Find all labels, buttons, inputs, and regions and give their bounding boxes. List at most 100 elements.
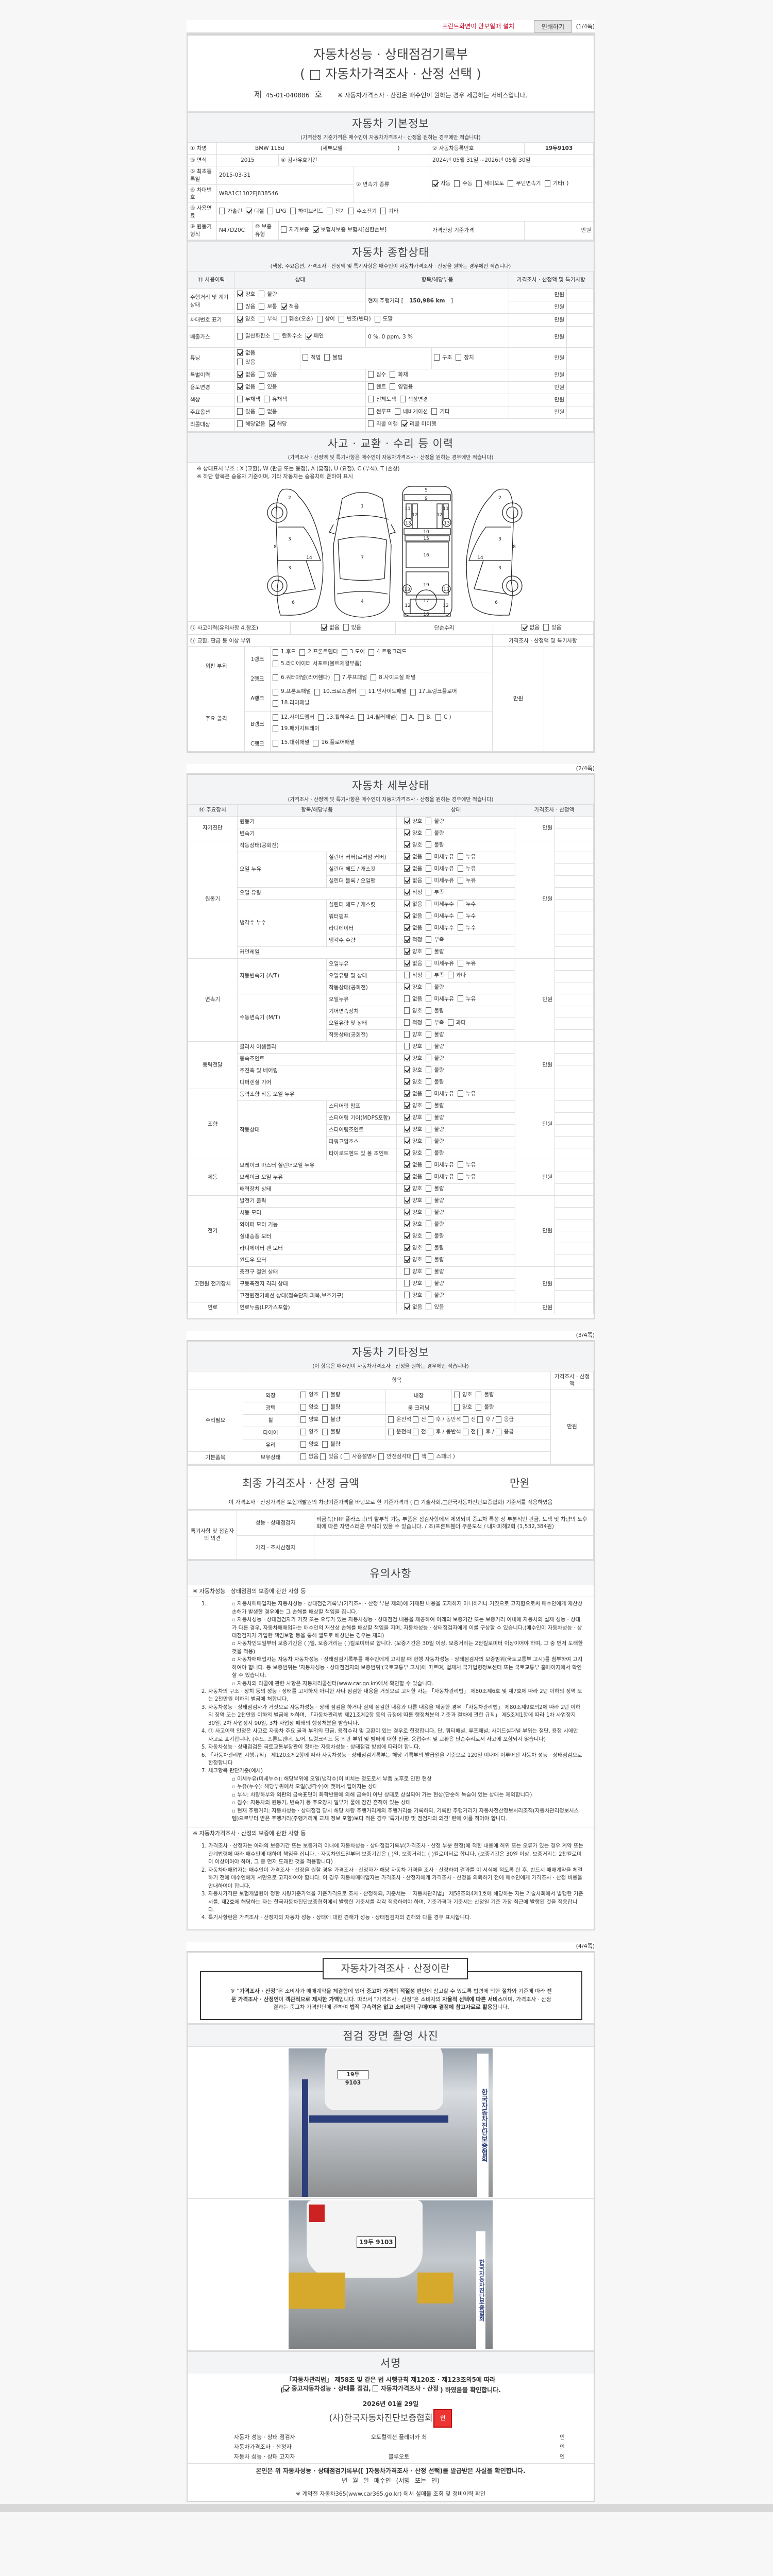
checkbox-option[interactable]: 부족 (426, 972, 444, 979)
checkbox[interactable] (358, 714, 364, 721)
checkbox-option[interactable]: 부식 (259, 315, 277, 323)
checkbox-option[interactable]: 1.후드 (273, 648, 296, 657)
checkbox[interactable] (404, 853, 410, 860)
checkbox[interactable] (404, 1268, 410, 1275)
checkbox-option[interactable]: 양호 (404, 1102, 422, 1109)
checkbox-option[interactable]: 불량 (426, 948, 444, 955)
checkbox-option[interactable]: 없음 (404, 853, 422, 860)
checkbox-option[interactable]: 자가보증 (281, 226, 309, 233)
checkbox-option[interactable]: 없음 (237, 371, 255, 378)
checkbox[interactable] (305, 332, 311, 340)
checkbox[interactable] (283, 2385, 289, 2392)
checkbox[interactable] (237, 371, 243, 378)
checkbox-option[interactable]: 부족 (426, 936, 444, 943)
checkbox-option[interactable]: 양호 (404, 1138, 422, 1145)
checkbox-option[interactable]: 부족 (426, 889, 444, 896)
checkbox-option[interactable]: 양호 (404, 1043, 422, 1050)
checkbox[interactable] (426, 1007, 432, 1014)
checkbox-option[interactable]: 양호 (237, 315, 255, 323)
checkbox[interactable] (273, 725, 278, 733)
checkbox-option[interactable]: 불량 (426, 1256, 444, 1263)
checkbox-option[interactable]: 없음 (404, 1303, 422, 1311)
checkbox-option[interactable]: 보험사보증 보험사[신한손보] (312, 226, 386, 233)
checkbox[interactable] (454, 180, 460, 187)
checkbox-option[interactable]: 미세누수 (426, 912, 454, 920)
checkbox[interactable] (427, 1428, 433, 1435)
checkbox-option[interactable]: 5.라디에이터 서포트(볼트체결부품) (273, 659, 362, 669)
checkbox-option[interactable]: 미세누유 (426, 853, 454, 860)
checkbox[interactable] (273, 649, 278, 656)
checkbox[interactable] (404, 1161, 410, 1168)
checkbox-option[interactable]: 불량 (322, 1440, 341, 1448)
checkbox[interactable] (390, 383, 396, 391)
checkbox[interactable] (457, 1173, 463, 1180)
checkbox[interactable] (426, 1209, 432, 1216)
checkbox[interactable] (426, 1256, 432, 1263)
checkbox[interactable] (426, 1114, 432, 1121)
checkbox[interactable] (426, 1019, 432, 1026)
checkbox-option[interactable]: 있음 (237, 359, 255, 366)
checkbox-option[interactable]: 자동 (432, 180, 450, 187)
checkbox[interactable] (368, 420, 374, 428)
checkbox-option[interactable]: 세미오토 (476, 180, 504, 187)
checkbox[interactable] (273, 660, 278, 668)
checkbox[interactable] (426, 1244, 432, 1251)
checkbox[interactable] (281, 226, 287, 233)
checkbox-option[interactable]: 변조(변타) (338, 315, 371, 323)
checkbox-option[interactable]: 전 (462, 1416, 476, 1423)
checkbox-option[interactable]: 불량 (476, 1391, 494, 1398)
checkbox[interactable] (431, 408, 438, 415)
checkbox-option[interactable]: 스패너 ) (428, 1453, 455, 1460)
checkbox[interactable] (413, 1453, 419, 1460)
checkbox-option[interactable]: 불량 (426, 841, 444, 849)
checkbox-option[interactable]: 없음 (321, 624, 340, 631)
checkbox[interactable] (237, 396, 243, 403)
checkbox[interactable] (404, 1126, 410, 1133)
checkbox-option[interactable]: 침수 (368, 371, 386, 378)
checkbox[interactable] (426, 1055, 432, 1062)
checkbox-option[interactable]: 양호 (404, 948, 422, 955)
checkbox[interactable] (259, 408, 265, 415)
checkbox[interactable] (418, 714, 424, 721)
checkbox[interactable] (457, 924, 463, 931)
checkbox[interactable] (259, 303, 265, 310)
checkbox-option[interactable]: 없음 (237, 383, 255, 391)
checkbox[interactable] (508, 180, 514, 187)
checkbox[interactable] (426, 1090, 432, 1097)
checkbox[interactable] (404, 1280, 410, 1287)
checkbox[interactable] (426, 818, 432, 825)
checkbox-option[interactable]: 리콜 이행 (368, 420, 398, 428)
checkbox-option[interactable]: 양호 (404, 1185, 422, 1192)
checkbox[interactable] (404, 1292, 410, 1299)
checkbox[interactable] (447, 1019, 453, 1026)
checkbox[interactable] (299, 649, 306, 656)
checkbox-option[interactable]: 매연 (305, 332, 324, 340)
checkbox-option[interactable]: 있음 (343, 624, 361, 631)
checkbox[interactable] (263, 396, 270, 403)
checkbox-option[interactable]: 9.프론트패널 (273, 687, 311, 697)
checkbox-option[interactable]: 양호 (404, 1055, 422, 1062)
checkbox-option[interactable]: 양호 (404, 1292, 422, 1299)
checkbox[interactable] (371, 674, 377, 682)
checkbox[interactable] (426, 1161, 432, 1168)
checkbox-option[interactable]: 양호 (300, 1391, 318, 1398)
checkbox[interactable] (404, 936, 410, 943)
checkbox[interactable] (273, 688, 278, 696)
checkbox-option[interactable]: 누유 (457, 853, 476, 860)
checkbox[interactable] (320, 1453, 326, 1460)
checkbox-option[interactable]: 10.크로스멤버 (314, 687, 356, 697)
checkbox[interactable] (300, 1428, 306, 1435)
checkbox[interactable] (426, 912, 432, 920)
checkbox-option[interactable]: 하이브리드 (290, 208, 323, 215)
checkbox[interactable] (368, 383, 374, 391)
checkbox-option[interactable]: 없음 (404, 865, 422, 872)
checkbox-option[interactable]: 미세누유 (426, 1090, 454, 1097)
checkbox-option[interactable]: 불량 (426, 818, 444, 825)
checkbox[interactable] (426, 1292, 432, 1299)
checkbox-option[interactable]: 양호 (404, 829, 422, 837)
checkbox-option[interactable]: 누유 (457, 1161, 476, 1168)
checkbox[interactable] (426, 877, 432, 884)
checkbox[interactable] (426, 1197, 432, 1204)
checkbox-option[interactable]: 미세누유 (426, 1173, 454, 1180)
checkbox-option[interactable]: 불량 (426, 984, 444, 991)
